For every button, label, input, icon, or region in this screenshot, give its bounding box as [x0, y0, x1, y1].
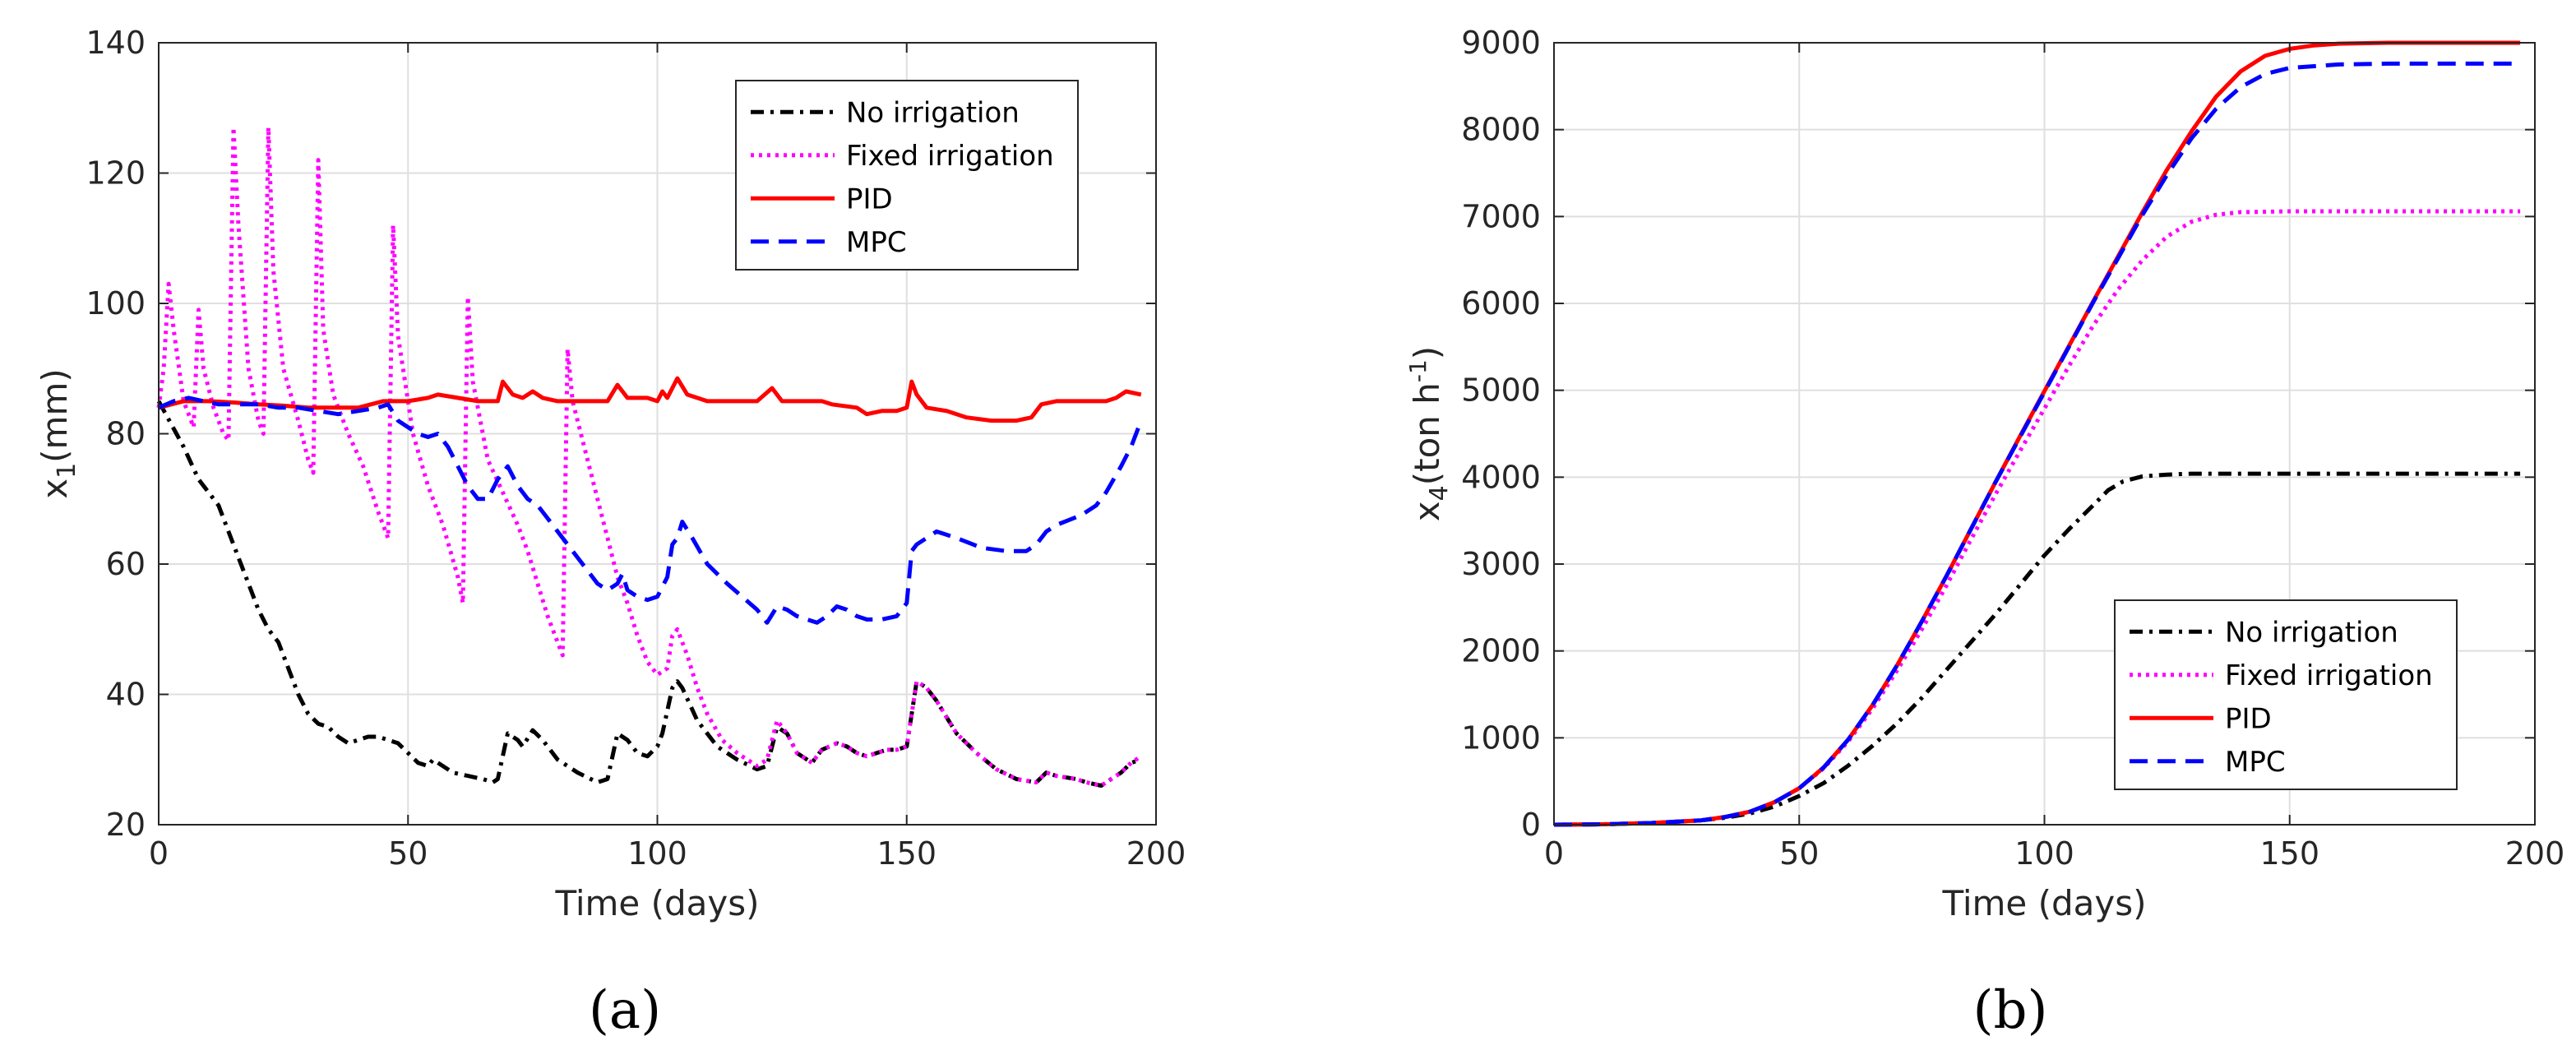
panel-a-series	[156, 125, 1144, 788]
panel-a-label: (a)	[589, 980, 661, 1041]
x-tick-label: 0	[1544, 835, 1564, 872]
x-tick-label: 200	[1126, 835, 1186, 872]
y-tick-label: 0	[1521, 807, 1541, 843]
x-tick-label: 100	[2014, 835, 2074, 872]
legend-entry: MPC	[2225, 746, 2286, 779]
x-tick-label: 200	[2505, 835, 2565, 872]
y-tick-label: 1000	[1461, 719, 1541, 756]
panel-b-series	[1553, 40, 2521, 827]
x-tick-label: 150	[2259, 835, 2319, 872]
y-tick-label: 5000	[1461, 372, 1541, 409]
panel-b-chart: 0 50 100 150 2000100020003000400050006000700…	[1404, 25, 2564, 1041]
series-line-fixed-irrigation	[1553, 209, 2521, 827]
legend-entry: Fixed irrigation	[846, 140, 1054, 173]
panel-b-ticks: 0 50 100 150 2000100020003000400050006000700…	[1461, 25, 2564, 872]
y-tick-label: 2000	[1461, 633, 1541, 669]
series-line-fixed-irrigation	[156, 125, 1143, 788]
panel-b-y-label-sub: 4	[1425, 485, 1454, 501]
panel-b-y-label-end: )	[1407, 346, 1447, 359]
legend-entry: No irrigation	[846, 96, 1020, 129]
series-line-pid	[158, 376, 1142, 423]
panel-a-y-axis-label: x1(mm)	[35, 368, 81, 499]
y-tick-label: 6000	[1461, 285, 1541, 321]
y-tick-label: 7000	[1461, 198, 1541, 234]
panel-b-label: (b)	[1973, 980, 2048, 1041]
y-tick-label: 3000	[1461, 546, 1541, 582]
y-tick-label: 80	[106, 416, 146, 452]
panel-a-chart: 0 50 100 150 200 20 40 60 80 100 120 140 Time (days…	[35, 25, 1186, 1041]
x-tick-label: 50	[1779, 835, 1819, 872]
y-tick-label: 20	[106, 807, 146, 843]
panel-a-ticks: 0 50 100 150 200 20 40 60 80 100 120 140	[86, 25, 1186, 872]
y-tick-label: 40	[106, 677, 146, 713]
panel-a-x-axis-label: Time (days)	[554, 883, 759, 923]
panel-b-legend: No irrigation Fixed irrigation PID MPC	[2114, 599, 2458, 790]
legend-entry: PID	[2225, 702, 2272, 735]
panel-a-y-label-rest: (mm)	[35, 368, 75, 463]
panel-a-legend: No irrigation Fixed irrigation PID MPC	[735, 80, 1079, 271]
x-tick-label: 150	[876, 835, 937, 872]
series-line-no-irrigation	[156, 400, 1142, 788]
y-tick-label: 120	[86, 155, 146, 192]
y-tick-label: 100	[86, 285, 146, 321]
series-line-mpc	[158, 395, 1144, 625]
panel-b-y-label-main: x	[1407, 501, 1447, 521]
panel-a-y-label-main: x	[35, 479, 75, 499]
y-tick-label: 8000	[1461, 112, 1541, 148]
y-tick-label: 140	[86, 25, 146, 61]
panel-b-y-label-sup: -1	[1404, 359, 1431, 382]
x-tick-label: 0	[149, 835, 169, 872]
x-tick-label: 100	[627, 835, 687, 872]
series-line-mpc	[1553, 61, 2521, 827]
x-tick-label: 50	[388, 835, 428, 872]
y-tick-label: 4000	[1461, 459, 1541, 495]
panel-b-y-label-rest: (ton h	[1407, 382, 1447, 485]
panel-b-x-axis-label: Time (days)	[1941, 883, 2146, 923]
panel-a-y-label-sub: 1	[53, 463, 81, 479]
y-tick-label: 60	[106, 546, 146, 582]
y-tick-label: 9000	[1461, 25, 1541, 61]
panel-b-y-axis-label: x4(ton h-1)	[1404, 346, 1454, 521]
legend-entry: Fixed irrigation	[2225, 659, 2433, 692]
legend-entry: No irrigation	[2225, 616, 2398, 649]
legend-entry: PID	[846, 183, 893, 215]
legend-entry: MPC	[846, 226, 907, 259]
